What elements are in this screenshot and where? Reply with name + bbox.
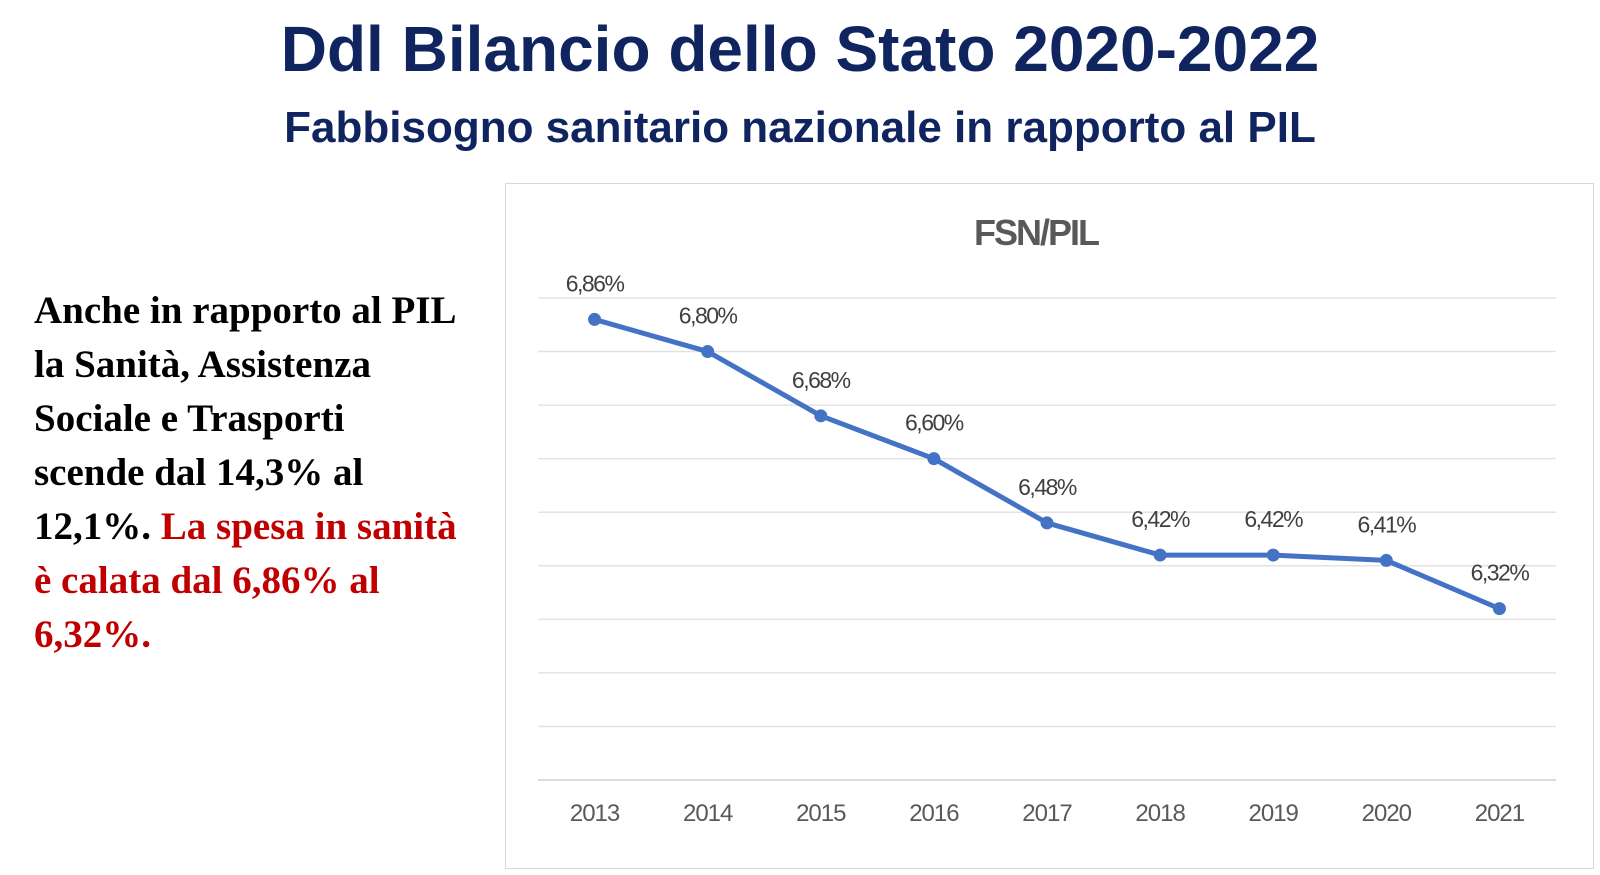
chart-container: FSN/PIL 6,86% 6,80% 6,68% 6,60% 6,48% 6,42% 6,… [505, 183, 1594, 869]
summary-note-black: Anche in rapporto al PIL la Sanità, Assi… [34, 289, 455, 548]
line-chart: FSN/PIL 6,86%6,80%6,68%6,60%6,48%6,42% 6,… [538, 212, 1556, 827]
x-tick-label: 2017 [1022, 800, 1072, 827]
x-tick-label: 2015 [796, 800, 846, 827]
data-label: 6,68% [792, 367, 851, 393]
x-tick-label: 2021 [1475, 800, 1525, 827]
page-title: Ddl Bilancio dello Stato 2020-2022 [280, 13, 1320, 85]
page-subtitle: Fabbisogno sanitario nazionale in rappor… [284, 103, 1316, 152]
x-tick-label: 2016 [909, 800, 959, 827]
x-tick-label: 2013 [570, 800, 620, 827]
data-label: 6,86% [566, 270, 625, 296]
data-point [1379, 553, 1393, 567]
data-point [1153, 548, 1167, 562]
data-label: 6,48% [1018, 474, 1077, 500]
gridlines [538, 297, 1556, 781]
data-label: 6,41% [1357, 511, 1416, 537]
data-label: 6,42% [1244, 506, 1303, 532]
x-tick-label: 2019 [1249, 800, 1299, 827]
data-point [814, 409, 828, 423]
data-point [701, 345, 715, 359]
x-tick-label: 2018 [1135, 800, 1185, 827]
data-label: 6,42% [1131, 506, 1190, 532]
summary-note: Anche in rapporto al PIL la Sanità, Assi… [34, 284, 464, 662]
summary-note-highlight: La spesa in sanità è calata dal 6,86% al… [34, 505, 457, 656]
data-label: 6,80% [679, 303, 738, 329]
data-point [588, 312, 602, 326]
data-point [1266, 548, 1280, 562]
x-tick-label: 2020 [1362, 800, 1412, 827]
data-label: 6,60% [905, 410, 964, 436]
x-tick-label: 2014 [683, 800, 733, 827]
data-labels: 6,86% 6,80% 6,68% 6,60% 6,48% 6,42% 6,42% 6,41%… [566, 270, 1531, 586]
data-label: 6,32% [1471, 560, 1530, 586]
data-point [1492, 602, 1506, 616]
data-points [588, 312, 1506, 616]
data-point [927, 452, 941, 466]
data-point [1040, 516, 1054, 530]
chart-title: FSN/PIL [974, 212, 1099, 253]
x-axis-labels: 2013 2014 2015 2016 2017 2018 2019 2020 2021 [570, 800, 1526, 827]
